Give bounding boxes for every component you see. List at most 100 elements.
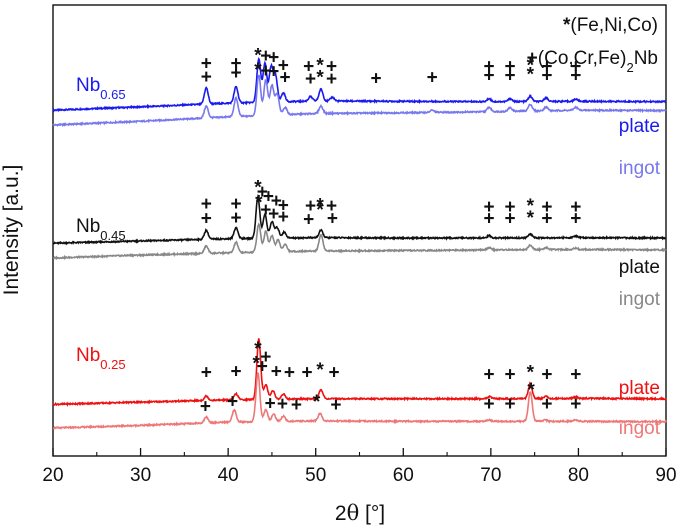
legend: *(Fe,Ni,Co) +(Co,Cr,Fe)2Nb (527, 15, 658, 75)
plus-marker-1-10: + (427, 68, 438, 89)
plus-marker-5-2: + (265, 394, 276, 415)
plus-marker-3-1: + (230, 208, 241, 229)
condition-label-ingot-1: ingot (619, 158, 661, 179)
star-marker-4-9: * (316, 360, 324, 381)
x-tick-label-60: 60 (393, 465, 414, 486)
plus-marker-0-12: + (541, 56, 552, 77)
plus-marker-0-9: + (484, 56, 495, 77)
sample-label-base-2: Nb (76, 345, 100, 366)
plus-marker-3-8: + (327, 209, 338, 230)
plus-marker-2-13: + (541, 197, 552, 218)
condition-label-ingot-5: ingot (619, 418, 661, 439)
star-marker-2-12: * (527, 196, 535, 217)
plus-marker-4-4: + (201, 362, 212, 383)
plus-marker-1-6: + (305, 69, 316, 90)
x-tick-label-20: 20 (42, 465, 63, 486)
plus-marker-3-5: + (278, 207, 289, 228)
plus-marker-1-4: + (268, 62, 279, 83)
sample-label-sub-2: 0.25 (100, 357, 125, 372)
plus-marker-2-6: + (278, 195, 289, 216)
plus-marker-2-7: + (305, 196, 316, 217)
x-tick-label-90: 90 (655, 465, 676, 486)
plus-marker-2-9: + (326, 196, 337, 217)
plus-marker-2-4: + (201, 194, 212, 215)
plus-marker-3-0: + (201, 209, 212, 230)
plus-marker-2-1: + (257, 182, 268, 203)
sample-label-1: Nb0.45 (76, 216, 126, 243)
plus-marker-0-10: + (505, 56, 516, 77)
x-tick-label-50: 50 (305, 465, 326, 486)
condition-label-ingot-3: ingot (619, 289, 661, 310)
series-line-plate-2 (52, 193, 667, 246)
plus-marker-1-0: + (201, 67, 212, 88)
plus-marker-3-4: + (268, 204, 279, 225)
sample-label-2: Nb0.25 (76, 345, 126, 372)
plus-marker-3-9: + (484, 209, 495, 230)
plus-marker-5-7: + (484, 394, 495, 415)
plus-marker-3-12: + (541, 209, 552, 230)
star-marker-4-0: * (254, 339, 262, 360)
star-marker-3-7: * (316, 200, 324, 221)
plus-marker-0-4: + (268, 48, 279, 69)
plus-marker-1-3: + (260, 61, 271, 82)
star-marker-2-0: * (254, 178, 262, 199)
plus-marker-4-10: + (329, 362, 340, 383)
plus-marker-1-8: + (326, 69, 337, 90)
sample-label-base-1: Nb (76, 216, 100, 237)
plus-marker-2-2: + (263, 187, 274, 208)
condition-label-plate-4: plate (619, 378, 660, 399)
plus-marker-4-7: + (284, 362, 295, 383)
star-marker-4-13: * (527, 362, 535, 383)
star-marker-1-7: * (316, 68, 324, 89)
legend-plus-symbol: + (527, 48, 538, 69)
star-marker-0-11: * (527, 56, 535, 77)
plus-marker-2-3: + (271, 191, 282, 212)
plus-marker-4-8: + (301, 362, 312, 383)
plus-marker-0-3: + (260, 46, 271, 67)
plus-marker-2-14: + (570, 197, 581, 218)
condition-label-plate-2: plate (619, 257, 660, 278)
plus-marker-3-6: + (303, 209, 314, 230)
star-marker-2-8: * (316, 195, 324, 216)
labels-layer: plateingotplateingotplateingotNb0.65Nb0.… (76, 75, 661, 439)
legend-laves-subscript: 2 (626, 60, 633, 75)
plus-marker-4-11: + (484, 365, 495, 386)
plus-marker-2-5: + (230, 194, 241, 215)
legend-star-symbol: * (563, 15, 571, 36)
x-axis-title: 2θ [°] (335, 501, 385, 525)
plus-marker-5-0: + (200, 396, 211, 417)
star-marker-5-9: * (527, 380, 535, 401)
star-marker-0-7: * (316, 56, 324, 77)
star-marker-3-11: * (527, 208, 535, 229)
plus-marker-0-8: + (326, 56, 337, 77)
legend-laves-label: (Co,Cr,Fe) (538, 48, 627, 69)
plus-marker-0-6: + (303, 56, 314, 77)
plus-marker-1-12: + (505, 65, 516, 86)
plus-marker-3-13: + (570, 209, 581, 230)
plus-marker-1-5: + (280, 68, 291, 89)
plus-marker-3-10: + (505, 209, 516, 230)
plus-marker-4-5: + (230, 362, 241, 383)
plus-marker-0-0: + (201, 54, 212, 75)
plus-marker-4-12: + (505, 365, 516, 386)
legend-entry-laves: +(Co,Cr,Fe)2Nb (527, 48, 658, 75)
plus-marker-1-9: + (371, 68, 382, 89)
series-line-ingot-1 (52, 74, 667, 128)
x-tick-label-30: 30 (130, 465, 151, 486)
x-tick-label-70: 70 (480, 465, 501, 486)
series-line-plate-4 (52, 338, 667, 407)
plus-marker-3-3: + (260, 200, 271, 221)
plus-marker-2-10: + (484, 197, 495, 218)
sample-label-base-0: Nb (76, 75, 100, 96)
plus-marker-5-4: + (291, 395, 302, 416)
markers-layer: + + *+++ + * + + + * + ++ + *++ + + * + + + + + * + +*++++ + + + * +… (200, 45, 582, 417)
plus-marker-0-1: + (230, 54, 241, 75)
plus-marker-0-5: + (278, 56, 289, 77)
star-marker-1-2: * (254, 60, 262, 81)
plus-marker-5-10: + (541, 394, 552, 415)
plus-marker-4-3: + (257, 357, 268, 378)
plus-marker-0-13: + (570, 56, 581, 77)
sample-label-sub-0: 0.65 (100, 87, 125, 102)
plus-marker-1-15: + (570, 65, 581, 86)
plus-marker-5-8: + (505, 394, 516, 415)
